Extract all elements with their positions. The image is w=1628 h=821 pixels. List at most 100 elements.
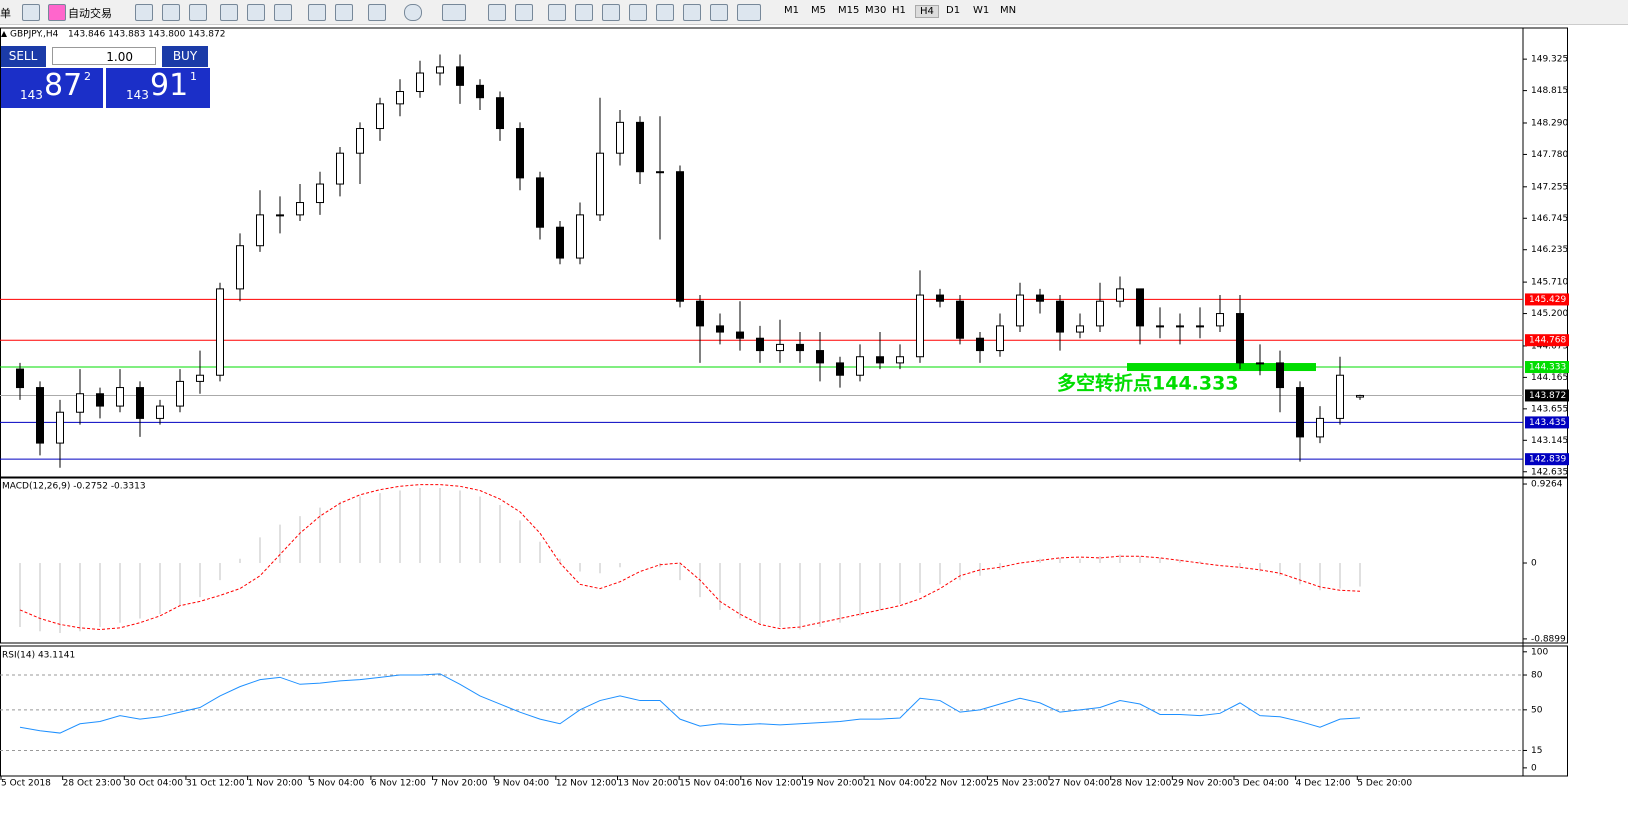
candle-body [796, 343, 804, 352]
candle-body [116, 387, 124, 407]
x-tick-label: 12 Nov 12:00 [556, 779, 617, 789]
timeframe[interactable]: M15 [838, 5, 860, 16]
candle-body [356, 128, 364, 154]
candle-body [1196, 325, 1204, 328]
sell-button[interactable]: SELL [0, 46, 46, 67]
icon[interactable] [515, 4, 533, 21]
y-tick-label: 143.655 [1531, 404, 1568, 414]
level-tag [1525, 334, 1569, 347]
timeframe[interactable]: M30 [865, 5, 887, 16]
icon[interactable] [274, 4, 292, 21]
timeframe[interactable]: H1 [892, 5, 906, 16]
x-tick-label: 6 Nov 12:00 [371, 779, 426, 789]
icon[interactable] [162, 4, 180, 21]
timeframe[interactable]: M5 [811, 5, 826, 16]
icon[interactable] [308, 4, 326, 21]
indicator-title: MACD(12,26,9) -0.2752 -0.3313 [2, 482, 146, 492]
y-tick-label: 145.710 [1531, 278, 1568, 288]
icon[interactable] [335, 4, 353, 21]
y-tick-label: 100 [1531, 647, 1548, 657]
level-tag [1525, 416, 1569, 429]
candle-body [856, 356, 864, 376]
timeframe[interactable]: H4 [915, 5, 939, 18]
x-tick-label: 22 Nov 12:00 [926, 779, 987, 789]
y-tick-label: -0.8899 [1531, 634, 1566, 644]
icon[interactable] [22, 4, 40, 21]
candle-body [1276, 362, 1284, 389]
y-tick-label: 142.635 [1531, 467, 1568, 477]
candle-body [496, 97, 504, 130]
y-tick-label: 0 [1531, 763, 1537, 773]
chart: 142.635 143.145 143.655 144.165 144.675 145.2… [0, 27, 1569, 789]
candle-body [476, 84, 484, 99]
x-tick-label: 25 Nov 23:00 [987, 779, 1048, 789]
icon[interactable] [629, 4, 647, 21]
icon[interactable] [404, 4, 422, 21]
candle-body [1116, 288, 1124, 302]
candle-body [1016, 294, 1024, 327]
ask-main: 91 [150, 68, 189, 103]
x-tick-label: 13 Nov 20:00 [618, 779, 679, 789]
timeframe[interactable]: M1 [784, 5, 799, 16]
x-tick-label: 5 Nov 04:00 [309, 779, 364, 789]
y-tick-label: 145.200 [1531, 309, 1568, 319]
icon[interactable] [135, 4, 153, 21]
icon[interactable] [548, 4, 566, 21]
search-icon[interactable] [1515, 4, 1531, 19]
x-tick-label: 15 Nov 04:00 [679, 779, 740, 789]
candle-body [1216, 313, 1224, 327]
icon[interactable] [368, 4, 386, 21]
y-tick-label: 146.745 [1531, 214, 1568, 224]
timeframe[interactable]: W1 [973, 5, 990, 16]
candle-body [756, 337, 764, 352]
candle-body [1036, 294, 1044, 302]
toolbar: 单 自动交易 M1 M5 M15 M30 H1 H4 D1 W1 MN [0, 0, 1628, 25]
candle-body [1136, 288, 1144, 327]
icon[interactable] [656, 4, 674, 21]
y-tick-label: 0 [1531, 559, 1537, 569]
y-tick-label: 149.325 [1531, 55, 1568, 65]
candle-body [896, 356, 904, 364]
candle-body [556, 226, 564, 259]
level-label: 144.768 [1529, 336, 1566, 346]
candle-body [1076, 325, 1084, 333]
timeframe[interactable]: D1 [946, 5, 961, 16]
icon[interactable] [602, 4, 620, 21]
icon[interactable] [220, 4, 238, 21]
icon[interactable] [48, 4, 66, 21]
y-tick-label: 144.165 [1531, 373, 1568, 383]
icon[interactable] [488, 4, 506, 21]
icon[interactable] [575, 4, 593, 21]
x-tick-label: 31 Oct 12:00 [186, 779, 245, 789]
icon[interactable] [710, 4, 728, 21]
candle-body [696, 300, 704, 327]
candle-body [576, 214, 584, 259]
icon[interactable] [737, 4, 761, 21]
y-tick-label: 144.675 [1531, 341, 1568, 351]
candle-body [1296, 387, 1304, 438]
x-tick-label: 7 Nov 20:00 [433, 779, 488, 789]
icon[interactable] [189, 4, 207, 21]
menu-item[interactable]: 单 [0, 7, 11, 20]
candle-body [956, 300, 964, 339]
timeframe[interactable]: MN [1000, 5, 1017, 16]
ask-box[interactable]: 143 91 1 [106, 68, 210, 108]
y-tick-label: 15 [1531, 746, 1542, 756]
icon[interactable] [442, 4, 466, 21]
candle-body [976, 337, 984, 352]
candle-body [16, 368, 24, 389]
buy-button[interactable]: BUY [162, 46, 208, 67]
bid-main: 87 [44, 68, 83, 103]
candle-body [916, 294, 924, 358]
icon[interactable] [683, 4, 701, 21]
autotrade-button[interactable]: 自动交易 [68, 7, 112, 20]
icon[interactable] [247, 4, 265, 21]
x-tick-label: 16 Nov 12:00 [741, 779, 802, 789]
y-tick-label: 146.235 [1531, 245, 1568, 255]
bid-box[interactable]: 143 87 2 [0, 68, 103, 108]
x-tick-label: 5 Dec 20:00 [1357, 779, 1412, 789]
candle-body [996, 325, 1004, 352]
lot-input[interactable]: 1.00 [52, 47, 156, 65]
candle-body [1316, 417, 1324, 438]
panel-frame [0, 645, 1568, 777]
